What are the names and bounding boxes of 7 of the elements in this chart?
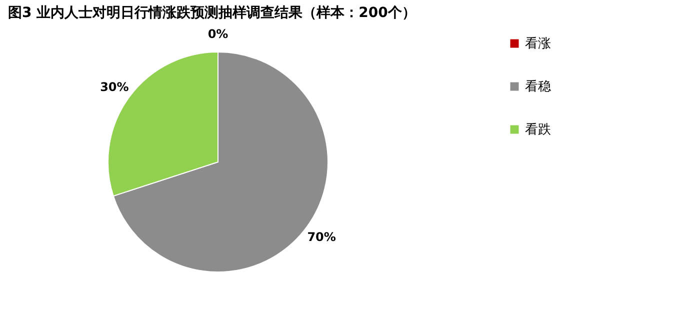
legend-label: 看涨 <box>525 36 551 52</box>
chart-title: 图3 业内人士对明日行情涨跌预测抽样调查结果（样本：200个） <box>8 5 416 21</box>
data-label: 70% <box>307 230 336 244</box>
text: 0% <box>208 27 228 41</box>
legend-label: 看跌 <box>525 122 551 138</box>
legend-label: 看稳 <box>525 80 551 94</box>
data-label: 30% <box>100 80 129 94</box>
